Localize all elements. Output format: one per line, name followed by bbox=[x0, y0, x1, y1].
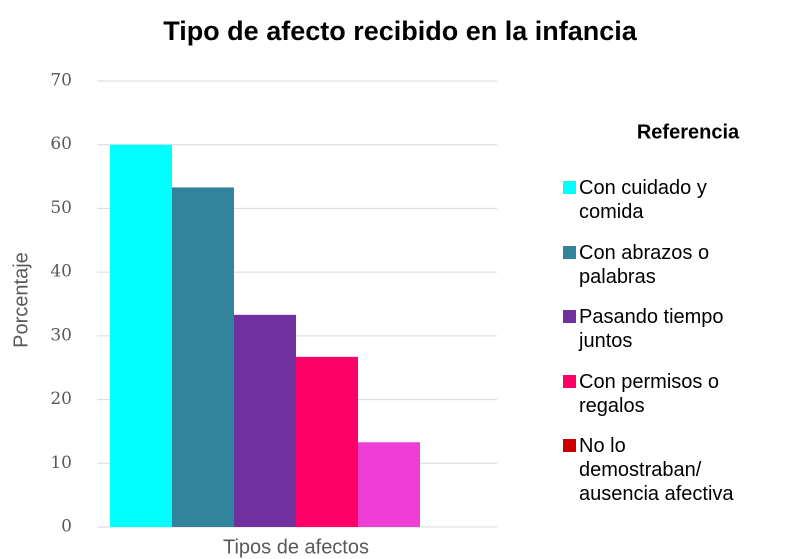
legend-swatch bbox=[563, 245, 576, 259]
legend-label: Con abrazos o palabras bbox=[579, 241, 710, 288]
legend-title: Referencia bbox=[637, 121, 740, 143]
y-tick-label: 70 bbox=[50, 71, 72, 91]
legend-item: Con cuidado y comida bbox=[563, 176, 763, 224]
legend-swatch bbox=[563, 439, 576, 452]
bar bbox=[172, 187, 234, 527]
legend-label: Con permisos o regalos bbox=[579, 370, 720, 417]
y-tick-label: 10 bbox=[50, 453, 72, 473]
y-tick-label: 50 bbox=[50, 198, 72, 218]
y-tick-label: 60 bbox=[50, 134, 72, 154]
legend-item: No lo demostraban/ ausencia afectiva bbox=[563, 434, 763, 506]
bar bbox=[110, 144, 172, 527]
y-tick-label: 0 bbox=[61, 517, 72, 537]
x-axis-label: Tipos de afectos bbox=[223, 536, 369, 558]
legend-label: Pasando tiempo juntos bbox=[579, 306, 724, 352]
legend-label: No lo demostraban/ ausencia afectiva bbox=[579, 435, 734, 505]
y-axis-label: Porcentaje bbox=[10, 252, 32, 348]
bar bbox=[358, 442, 420, 527]
legend-swatch bbox=[563, 374, 576, 388]
legend-item: Con abrazos o palabras bbox=[563, 241, 763, 289]
y-tick-label: 40 bbox=[50, 262, 72, 282]
legend-item: Pasando tiempo juntos bbox=[563, 305, 763, 353]
legend-label: Con cuidado y comida bbox=[579, 177, 707, 223]
chart-title: Tipo de afecto recibido en la infancia bbox=[163, 16, 638, 46]
legend-item: Con permisos o regalos bbox=[563, 370, 763, 418]
bar bbox=[234, 314, 296, 527]
legend-swatch bbox=[563, 310, 576, 323]
y-tick-label: 20 bbox=[50, 389, 72, 409]
bar bbox=[296, 356, 358, 527]
legend-swatch bbox=[563, 181, 576, 194]
y-tick-label: 30 bbox=[50, 325, 72, 345]
